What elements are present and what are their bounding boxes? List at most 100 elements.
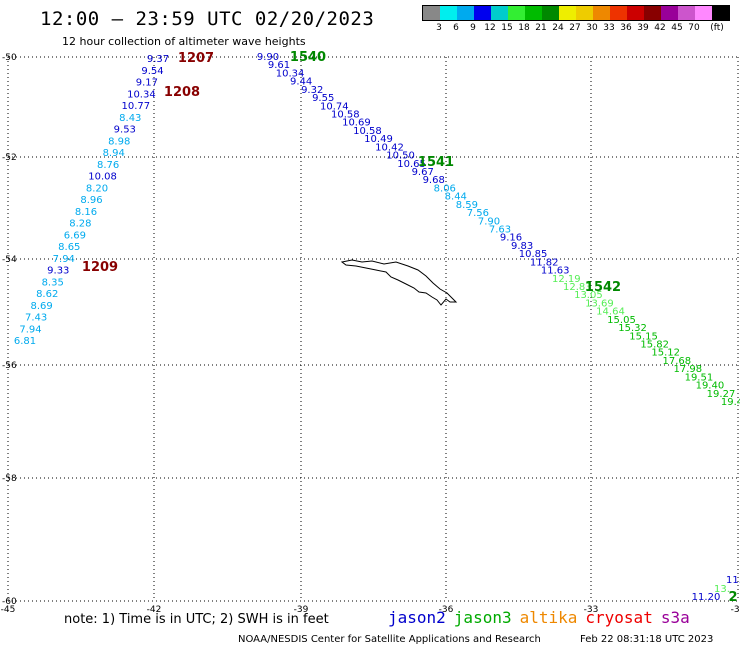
satellite-label: jason2: [388, 608, 446, 627]
legend-label: 39: [637, 23, 649, 33]
legend-swatch: [542, 6, 559, 20]
legend-label: 30: [586, 23, 598, 33]
wave-height-value: 8.94: [103, 148, 125, 159]
legend-label: (ft): [710, 23, 724, 33]
legend-swatch: [440, 6, 457, 20]
wave-height-value: 8.43: [119, 113, 141, 124]
wave-height-value: 11.82: [530, 257, 559, 268]
pass-time-label: 1542: [585, 280, 621, 295]
lon-tick-label: -39: [294, 605, 309, 615]
lat-tick-label: -58: [2, 474, 17, 484]
wave-height-value: 8.28: [69, 219, 91, 230]
legend-label: 9: [470, 23, 476, 33]
wave-height-value: 19.4: [721, 397, 740, 408]
footer-note: note: 1) Time is in UTC; 2) SWH is in fe…: [64, 612, 329, 627]
wave-height-value: 9.53: [114, 125, 136, 136]
pass-time-label: 1540: [290, 50, 326, 65]
wave-height-value: 15.82: [640, 340, 669, 351]
wave-height-value: 7.90: [478, 216, 500, 227]
wave-height-value: 10.69: [342, 118, 371, 129]
lon-tick-label: -30: [731, 605, 740, 615]
wave-height-value: 6.69: [64, 230, 86, 241]
wave-height-value: 13.: [714, 584, 730, 595]
wave-height-value: 19.40: [696, 381, 725, 392]
legend-swatch: [644, 6, 661, 20]
wave-height-value: 10.34: [276, 68, 305, 79]
legend-swatch: [457, 6, 474, 20]
wave-height-value: 11.20: [692, 592, 721, 603]
pass-time-label: 2: [728, 590, 737, 605]
legend-swatch: [678, 6, 695, 20]
legend-label: 45: [671, 23, 683, 33]
south-georgia-outline: [340, 259, 458, 306]
wave-height-value: 9.16: [500, 233, 522, 244]
legend-swatch: [508, 6, 525, 20]
generated-timestamp: Feb 22 08:31:18 UTC 2023: [580, 634, 714, 645]
wave-height-value: 15.05: [607, 315, 636, 326]
wave-height-value: 10.74: [320, 101, 349, 112]
lat-tick-label: -56: [2, 361, 17, 371]
legend-swatch: [474, 6, 491, 20]
pass-time-label: 1541: [418, 155, 454, 170]
wave-height-value: 10.42: [375, 142, 404, 153]
legend-label: 21: [535, 23, 547, 33]
pass-time-label: 1207: [178, 51, 214, 66]
wave-height-value: 8.96: [80, 195, 102, 206]
wave-height-value: 15.15: [629, 331, 658, 342]
legend-label: 27: [569, 23, 581, 33]
wave-height-value: 12.83: [563, 282, 592, 293]
wave-height-value: 19.27: [707, 389, 736, 400]
wave-height-value: 10.85: [519, 249, 548, 260]
wave-height-value: 17.98: [673, 364, 702, 375]
wave-height-value: 8.20: [86, 183, 108, 194]
wave-height-value: 8.98: [108, 136, 130, 147]
lon-tick-label: -45: [1, 605, 16, 615]
legend-swatch: [593, 6, 610, 20]
wave-height-value: 8.35: [42, 277, 64, 288]
legend-label: 3: [436, 23, 442, 33]
credit-text: NOAA/NESDIS Center for Satellite Applica…: [238, 634, 541, 645]
lat-tick-label: -52: [2, 153, 17, 163]
wave-height-value: 8.59: [456, 200, 478, 211]
map-subtitle: 12 hour collection of altimeter wave hei…: [62, 35, 306, 48]
wave-height-value: 7.63: [489, 225, 511, 236]
wave-height-value: 6.81: [14, 336, 36, 347]
wave-height-value: 11.63: [541, 266, 570, 277]
legend-swatches: [422, 5, 730, 21]
wave-height-value: 10.08: [88, 172, 117, 183]
wave-height-value: 11.: [726, 575, 740, 586]
legend-label: 36: [620, 23, 632, 33]
wave-height-value: 9.83: [511, 241, 533, 252]
legend-swatch: [712, 6, 729, 20]
wave-height-value: 9.55: [312, 93, 334, 104]
lon-tick-label: -42: [147, 605, 162, 615]
legend-swatch: [695, 6, 712, 20]
lon-tick-label: -33: [584, 605, 599, 615]
wave-height-value: 8.65: [58, 242, 80, 253]
satellite-legend: jason2 jason3 altika cryosat s3a: [388, 608, 698, 627]
legend-label: 12: [484, 23, 496, 33]
pass-time-label: 1208: [164, 85, 200, 100]
wave-height-value: 10.58: [353, 126, 382, 137]
legend-label: 6: [453, 23, 459, 33]
lon-tick-label: -36: [439, 605, 454, 615]
satellite-label: s3a: [660, 608, 690, 627]
legend-swatch: [661, 6, 678, 20]
wave-height-value: 9.68: [423, 175, 445, 186]
wave-height-value: 13.69: [585, 298, 614, 309]
wave-height-value: 10.49: [364, 134, 393, 145]
satellite-label: cryosat: [585, 608, 653, 627]
pass-time-label: 1209: [82, 260, 118, 275]
wave-height-value: 8.44: [445, 192, 467, 203]
legend-swatch: [559, 6, 576, 20]
legend-swatch: [423, 6, 440, 20]
legend-swatch: [525, 6, 542, 20]
wave-height-value: 8.16: [75, 207, 97, 218]
satellite-label: altika: [519, 608, 578, 627]
legend-label: 24: [552, 23, 564, 33]
lat-tick-label: -50: [2, 53, 17, 63]
wave-height-value: 9.67: [412, 167, 434, 178]
legend-label: 18: [518, 23, 530, 33]
wave-height-value: 15.32: [618, 323, 647, 334]
legend-swatch: [610, 6, 627, 20]
